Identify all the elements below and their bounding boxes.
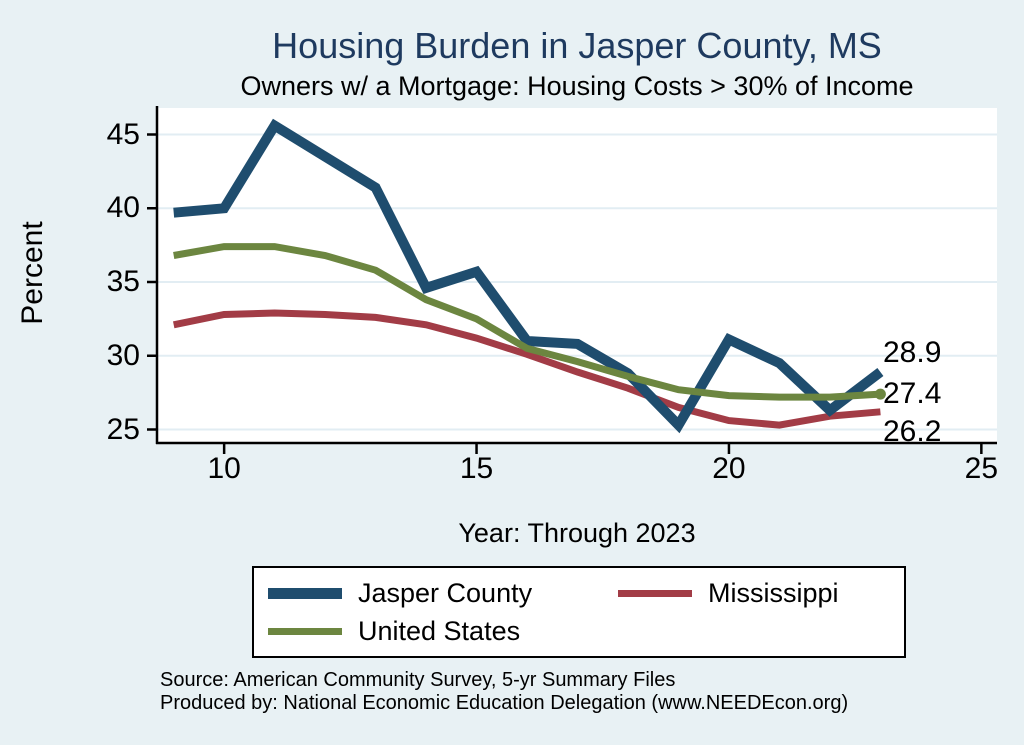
legend-item-jasper-county: Jasper County — [268, 578, 618, 609]
legend-grid: Jasper County Mississippi United States — [254, 568, 904, 656]
y-tick-label: 35 — [106, 265, 140, 298]
series-line-jasper-county — [173, 118, 884, 434]
legend-label-mississippi: Mississippi — [708, 577, 839, 608]
series-line-mississippi — [172, 309, 881, 429]
chart-subtitle: Owners w/ a Mortgage: Housing Costs > 30… — [240, 71, 914, 101]
x-tick-label: 15 — [459, 452, 494, 485]
united-states-end-marker — [874, 388, 886, 400]
footer: Source: American Community Survey, 5-yr … — [160, 669, 920, 714]
y-tick-label: 45 — [106, 117, 140, 151]
legend-swatch-mississippi — [618, 589, 692, 597]
legend-item-united-states: United States — [268, 616, 618, 647]
end-value-label-mississippi: 26.2 — [883, 415, 942, 448]
footer-source: Source: American Community Survey, 5-yr … — [160, 669, 676, 691]
footer-produced-by: Produced by: National Economic Education… — [160, 691, 849, 714]
legend-swatch-jasper-county — [268, 587, 342, 599]
legend-label-united-states: United States — [358, 615, 521, 646]
y-tick-label: 25 — [106, 412, 140, 446]
legend-item-mississippi: Mississippi — [618, 578, 904, 609]
x-tick-label: 20 — [712, 452, 746, 485]
end-value-label-jasper-county: 28.9 — [883, 336, 942, 369]
x-axis-label: Year: Through 2023 — [458, 518, 696, 548]
y-tick-label: 40 — [106, 191, 140, 225]
y-tick-label: 30 — [106, 338, 140, 372]
legend-label-jasper-county: Jasper County — [358, 577, 533, 608]
x-tick-label: 25 — [964, 452, 999, 485]
chart-title: Housing Burden in Jasper County, MS — [272, 25, 882, 66]
x-tick-label: 10 — [207, 452, 241, 485]
legend: Jasper County Mississippi United States — [252, 566, 906, 658]
series-line-united-states — [173, 243, 881, 401]
end-value-label-united-states: 27.4 — [883, 377, 942, 410]
legend-swatch-united-states — [268, 627, 342, 635]
